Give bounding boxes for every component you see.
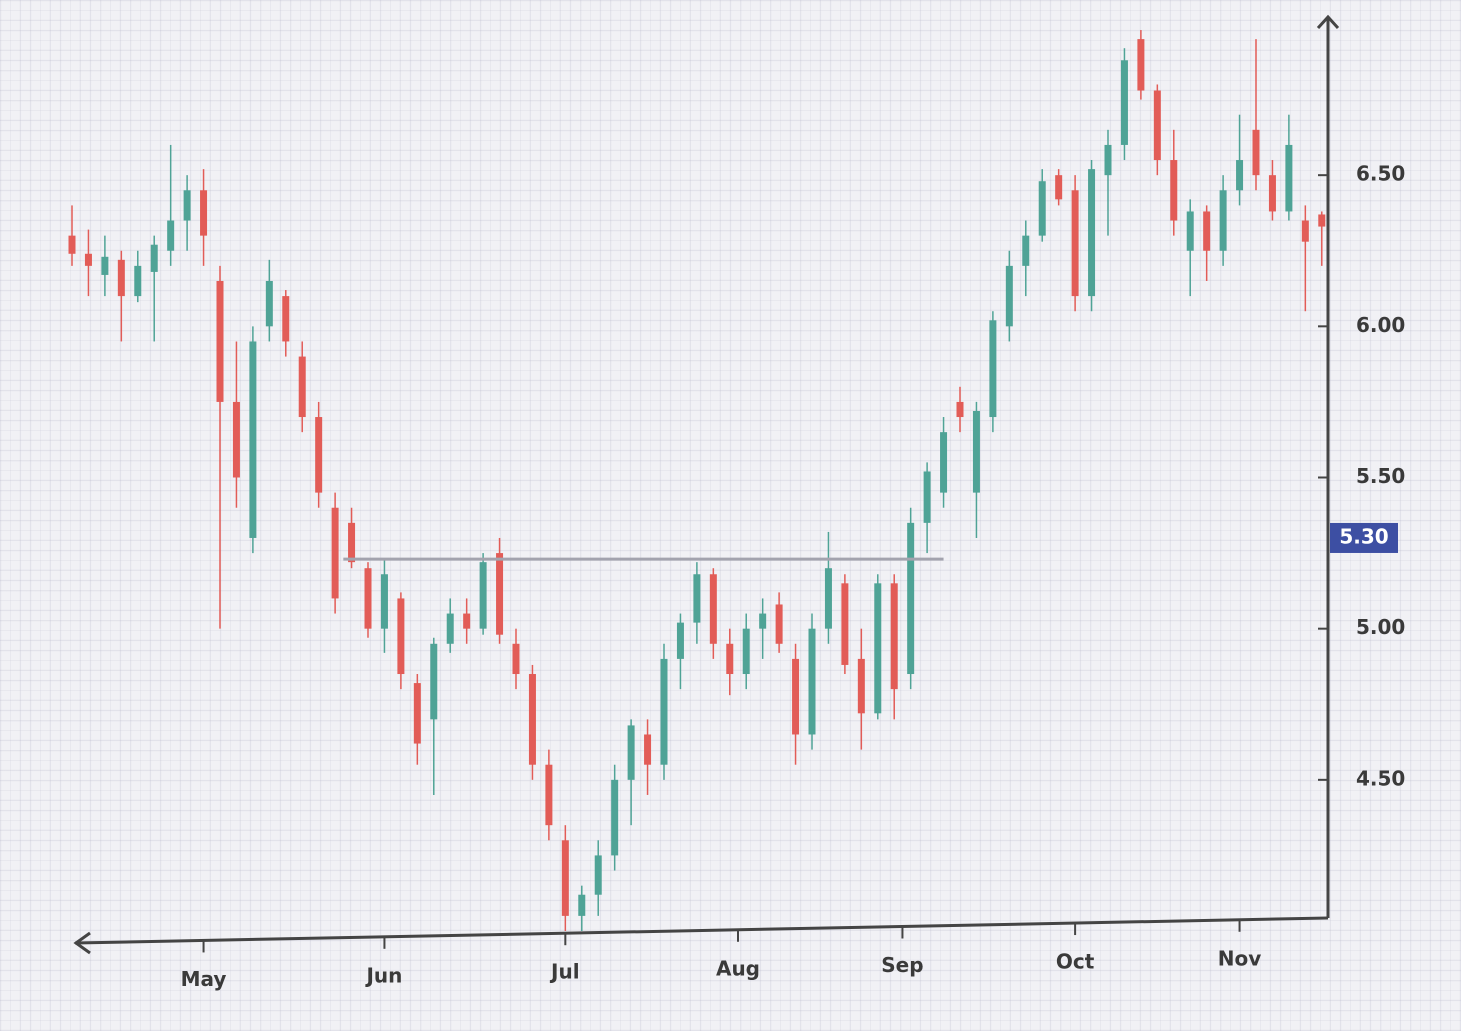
- candle-body: [989, 320, 997, 418]
- candle-body: [249, 341, 257, 538]
- candle-body: [1203, 211, 1211, 251]
- candle-body: [1055, 175, 1063, 200]
- candle-body: [709, 574, 717, 644]
- y-tick-label: 5.50: [1356, 464, 1405, 488]
- candle-body: [380, 574, 388, 629]
- x-tick-label: Aug: [716, 956, 760, 980]
- x-tick-label: Jun: [364, 963, 402, 987]
- candle-body: [1301, 220, 1309, 242]
- candle-body: [430, 643, 438, 720]
- candle-body: [265, 280, 273, 327]
- candle-body: [331, 507, 339, 599]
- candle-body: [1219, 190, 1227, 251]
- candle-body: [940, 432, 948, 493]
- candle-body: [134, 265, 142, 297]
- candle-body: [528, 674, 536, 765]
- candle-body: [561, 840, 569, 916]
- candle-body: [1038, 181, 1046, 236]
- candle-body: [792, 658, 800, 735]
- x-tick-label: Sep: [881, 953, 923, 977]
- candle-body: [956, 401, 964, 418]
- candle-body: [101, 256, 109, 275]
- candle-body: [578, 894, 586, 916]
- candle-body: [117, 259, 125, 297]
- candle-body: [923, 471, 931, 523]
- y-tick-label: 6.00: [1356, 313, 1405, 337]
- candle-body: [808, 628, 816, 735]
- candle-body: [611, 779, 619, 856]
- candle-body: [150, 244, 158, 272]
- candle-body: [1252, 129, 1260, 176]
- candle-body: [775, 604, 783, 644]
- candle-body: [1120, 60, 1128, 145]
- y-tick-label: 4.50: [1356, 766, 1405, 790]
- candle-body: [463, 613, 471, 629]
- candle-body: [1170, 160, 1178, 221]
- y-axis-arrow: [1316, 14, 1340, 30]
- candle-body: [1071, 190, 1079, 297]
- candle-body: [726, 643, 734, 675]
- candle-body: [907, 522, 915, 675]
- price-marker-label: 5.30: [1339, 524, 1388, 548]
- x-axis: [74, 916, 1329, 945]
- y-tick-label: 6.50: [1356, 162, 1405, 186]
- candle-body: [1318, 214, 1326, 227]
- candle-body: [759, 613, 767, 629]
- candle-body: [479, 562, 487, 629]
- candle-body: [298, 356, 306, 418]
- candle-body: [874, 583, 882, 714]
- candle-body: [890, 583, 898, 690]
- candle-body: [183, 190, 191, 221]
- candle-body: [84, 253, 92, 266]
- candle-body: [742, 628, 750, 675]
- x-axis-arrow: [73, 931, 91, 955]
- candle-body: [1236, 160, 1244, 191]
- x-tick-label: Nov: [1218, 946, 1262, 970]
- candle-body: [1285, 144, 1293, 212]
- candle-body: [627, 725, 635, 780]
- candle-body: [660, 658, 668, 765]
- candle-body: [676, 622, 684, 659]
- candle-body: [1088, 169, 1096, 297]
- candle-body: [1104, 144, 1112, 176]
- candle-body: [824, 568, 832, 629]
- candle-body: [496, 553, 504, 635]
- candle-body: [167, 220, 175, 251]
- candle-body: [397, 598, 405, 675]
- candle-body: [200, 190, 208, 236]
- candle-body: [364, 568, 372, 629]
- candle-body: [68, 235, 76, 254]
- candle-body: [1022, 235, 1030, 266]
- x-tick-label: Oct: [1056, 950, 1095, 974]
- candle-body: [1137, 39, 1145, 91]
- candle-body: [972, 410, 980, 493]
- candle-body: [315, 417, 323, 493]
- candle-body: [348, 522, 356, 563]
- x-tick-label: May: [181, 967, 227, 991]
- candle-body: [216, 280, 224, 402]
- candle-body: [1186, 211, 1194, 251]
- candle-body: [446, 613, 454, 644]
- candle-body: [841, 583, 849, 665]
- y-tick-label: 5.00: [1356, 615, 1405, 639]
- price-marker: [1330, 522, 1398, 553]
- candle-body: [1005, 265, 1013, 327]
- candle-body: [693, 574, 701, 623]
- candle-body: [594, 855, 602, 895]
- candle-body: [545, 764, 553, 826]
- candle-body: [413, 683, 421, 744]
- candle-body: [232, 401, 240, 478]
- candle-body: [512, 643, 520, 675]
- x-tick-label: Jul: [549, 960, 580, 984]
- candle-body: [644, 734, 652, 765]
- candle-body: [857, 658, 865, 714]
- candle-body: [1268, 175, 1276, 212]
- candle-body: [1153, 90, 1161, 161]
- candle-body: [282, 296, 290, 342]
